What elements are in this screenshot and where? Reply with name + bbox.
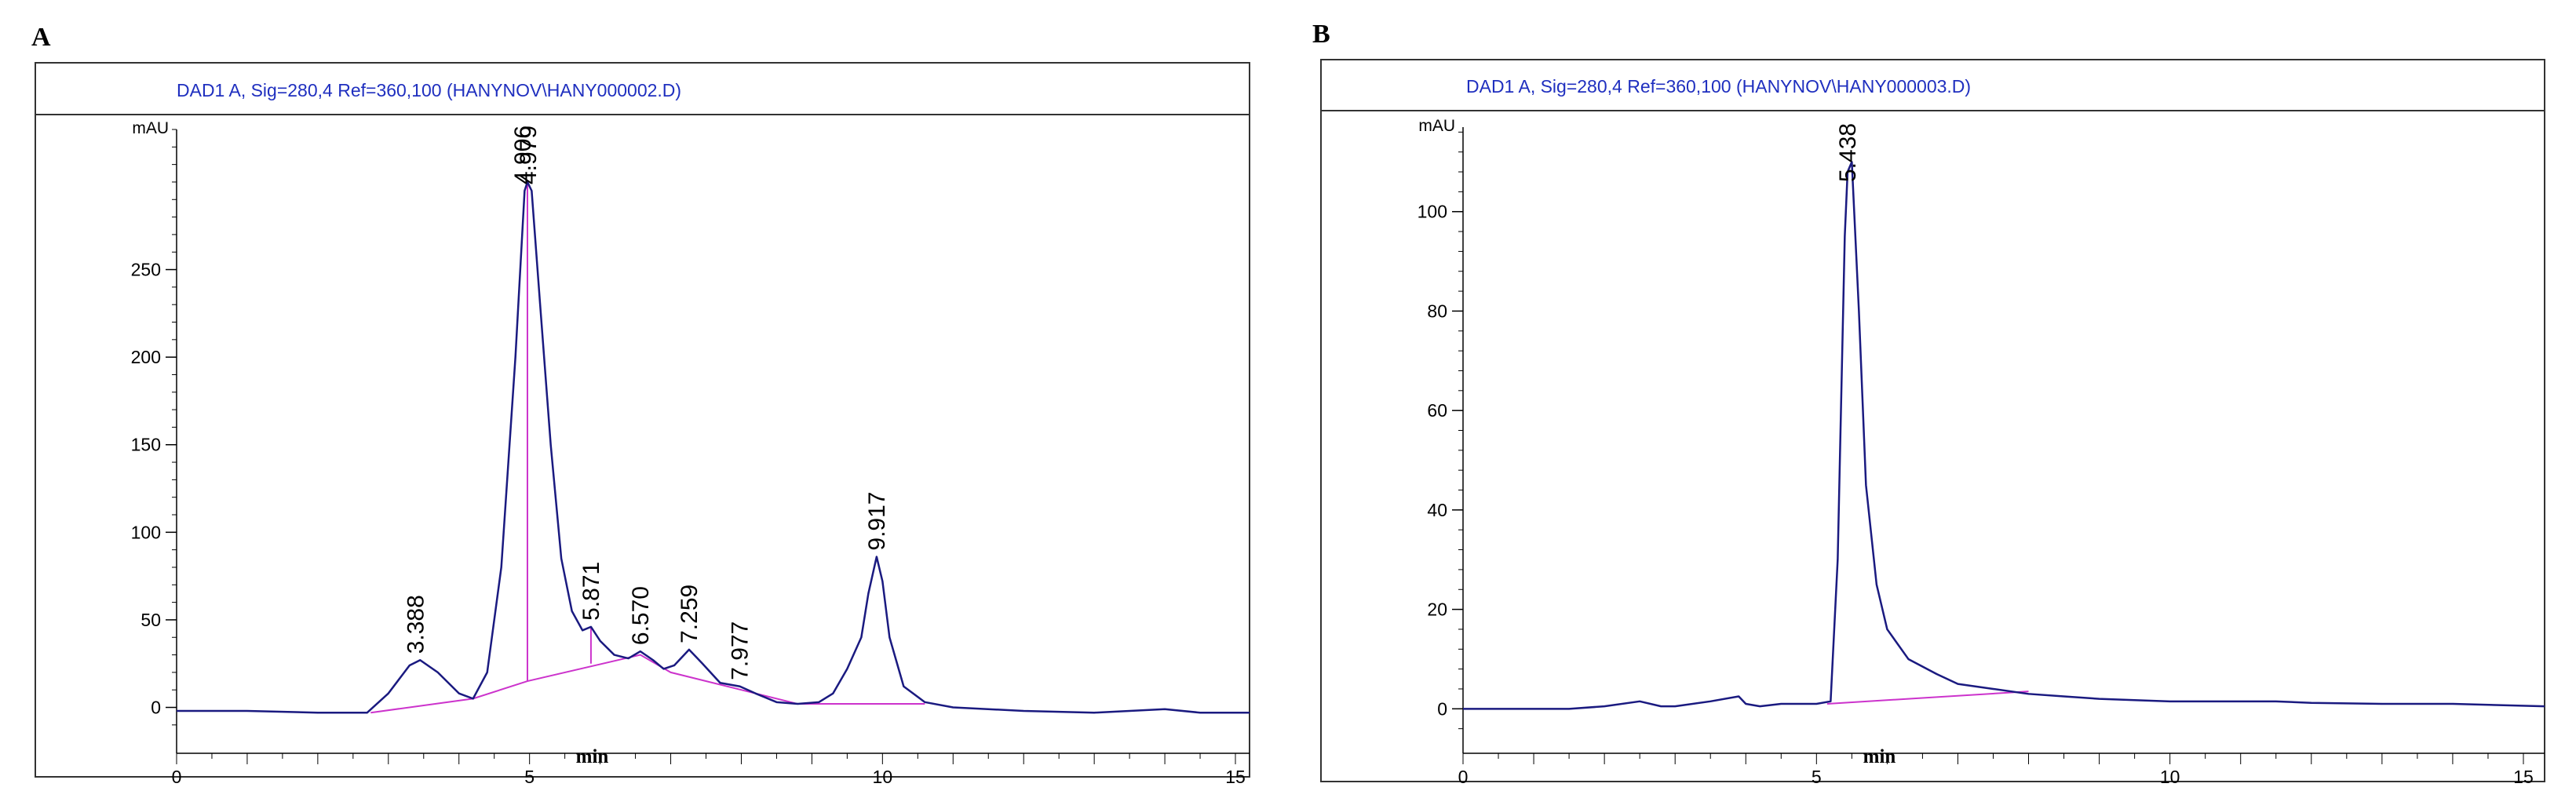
x-axis-label: min (576, 746, 609, 767)
y-tick-label: 20 (1427, 599, 1447, 620)
chart-frame (1320, 59, 2545, 782)
x-axis-label: min (1863, 746, 1896, 767)
peak-label: 5.871 (578, 562, 604, 621)
chart-header (1320, 59, 2545, 111)
chart-panel-a: A DAD1 A, Sig=280,4 Ref=360,100 (HANYNOV\… (31, 23, 1250, 787)
chart-header (35, 62, 1250, 115)
y-tick-label: 60 (1427, 400, 1447, 421)
y-tick-label: 200 (131, 347, 161, 367)
chart-frame (35, 62, 1250, 778)
peak-label: 4.979 (516, 126, 542, 184)
peak-label: 6.570 (628, 586, 654, 645)
y-axis-unit: mAU (1418, 117, 1455, 135)
y-tick-label: 100 (131, 522, 161, 542)
x-tick-label: 15 (2513, 767, 2534, 787)
y-tick-label: 80 (1427, 301, 1447, 321)
integration-baseline (370, 654, 925, 714)
chromatogram-trace (1463, 161, 2545, 710)
y-tick-label: 0 (1437, 698, 1447, 719)
peak-label: 7.977 (727, 621, 753, 680)
y-tick-label: 40 (1427, 500, 1447, 520)
chromatogram-trace (177, 180, 1250, 714)
y-tick-label: 250 (131, 260, 161, 280)
chart-title: DAD1 A, Sig=280,4 Ref=360,100 (HANYNOV\H… (177, 80, 681, 100)
peak-label: 5.438 (1835, 123, 1861, 182)
peak-label: 9.917 (864, 492, 890, 551)
x-tick-label: 10 (873, 767, 893, 787)
peak-label: 7.259 (677, 585, 702, 643)
chart-title: DAD1 A, Sig=280,4 Ref=360,100 (HANYNOV\H… (1466, 76, 1971, 97)
y-tick-label: 100 (1418, 202, 1447, 222)
x-tick-label: 0 (1458, 767, 1469, 787)
x-tick-label: 10 (2160, 767, 2180, 787)
x-tick-label: 5 (1812, 767, 1822, 787)
y-tick-label: 50 (140, 610, 161, 630)
y-tick-label: 0 (151, 698, 161, 718)
x-tick-label: 5 (524, 767, 535, 787)
peak-label: 3.388 (403, 595, 429, 654)
x-tick-label: 15 (1225, 767, 1246, 787)
chart-panel-b: B DAD1 A, Sig=280,4 Ref=360,100 (HANYNOV\… (1312, 20, 2545, 787)
panel-label: A (31, 23, 51, 52)
panel-label: B (1312, 20, 1330, 49)
y-axis-unit: mAU (132, 119, 169, 137)
integration-baseline (1826, 691, 2029, 705)
x-tick-label: 0 (172, 767, 182, 787)
y-tick-label: 150 (131, 435, 161, 455)
peak-label: 4.906 (510, 126, 536, 184)
